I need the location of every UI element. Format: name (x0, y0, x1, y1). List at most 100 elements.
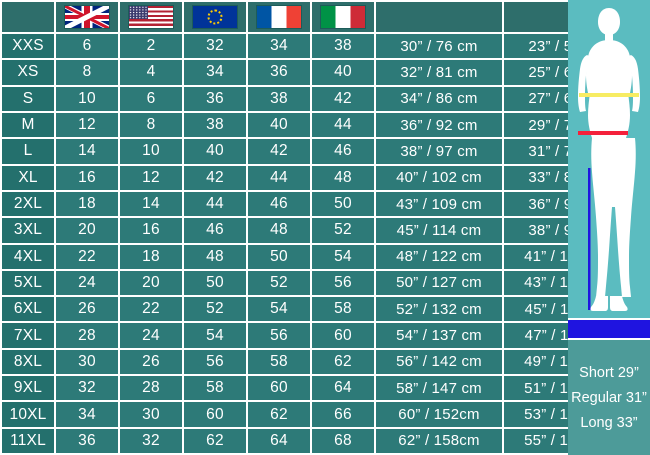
cell-us: 10 (120, 139, 182, 164)
table-row: L 14 10 40 42 46 38” / 97 cm 31” / 79 cm (2, 139, 630, 164)
cell-fr: 62 (248, 402, 310, 427)
cell-eu: 32 (184, 34, 246, 59)
cell-bust: 48” / 122 cm (376, 244, 502, 269)
cell-eu: 48 (184, 244, 246, 269)
cell-eu: 44 (184, 191, 246, 217)
cell-fr: 40 (248, 112, 310, 138)
cell-size: 9XL (2, 376, 54, 401)
cell-fr: 52 (248, 270, 310, 296)
inseam-long: Long 33” (580, 414, 638, 431)
cell-size: M (2, 112, 54, 138)
cell-us: 6 (120, 86, 182, 111)
cell-eu: 58 (184, 376, 246, 401)
cell-uk: 16 (56, 165, 118, 190)
uk-flag-icon (64, 5, 110, 29)
cell-it: 42 (312, 86, 374, 111)
cell-uk: 14 (56, 139, 118, 164)
cell-uk: 28 (56, 323, 118, 348)
france-flag-icon (256, 5, 302, 29)
table-row: 5XL 24 20 50 52 56 50” / 127 cm 43” / 109 cm (2, 270, 630, 296)
cell-bust: 30” / 76 cm (376, 34, 502, 59)
cell-it: 48 (312, 165, 374, 190)
cell-us: 2 (120, 34, 182, 59)
cell-us: 24 (120, 323, 182, 348)
cell-eu: 50 (184, 270, 246, 296)
header-bust (376, 2, 502, 32)
cell-it: 50 (312, 191, 374, 217)
cell-us: 18 (120, 244, 182, 269)
header-fr (248, 2, 310, 32)
cell-bust: 45” / 114 cm (376, 218, 502, 243)
table-row: 9XL 32 28 58 60 64 58” / 147 cm 51” / 129 cm (2, 376, 630, 401)
table-row: 10XL 34 30 60 62 66 60” / 152cm 53” / 135 cm (2, 402, 630, 427)
cell-uk: 20 (56, 218, 118, 243)
cell-it: 64 (312, 376, 374, 401)
cell-fr: 64 (248, 428, 310, 453)
cell-it: 40 (312, 60, 374, 85)
cell-bust: 50” / 127 cm (376, 270, 502, 296)
cell-us: 28 (120, 376, 182, 401)
cell-eu: 34 (184, 60, 246, 85)
cell-bust: 56” / 142 cm (376, 349, 502, 375)
cell-size: XXS (2, 34, 54, 59)
bust-line-icon (579, 93, 639, 97)
cell-fr: 46 (248, 191, 310, 217)
header-uk (56, 2, 118, 32)
cell-eu: 56 (184, 349, 246, 375)
cell-uk: 26 (56, 297, 118, 322)
cell-us: 12 (120, 165, 182, 190)
cell-bust: 62” / 158cm (376, 428, 502, 453)
cell-bust: 36” / 92 cm (376, 112, 502, 138)
cell-us: 20 (120, 270, 182, 296)
cell-size: 10XL (2, 402, 54, 427)
cell-us: 22 (120, 297, 182, 322)
cell-size: L (2, 139, 54, 164)
table-row: 3XL 20 16 46 48 52 45” / 114 cm 38” / 96 cm (2, 218, 630, 243)
cell-bust: 52” / 132 cm (376, 297, 502, 322)
eu-flag-icon (192, 5, 238, 29)
cell-eu: 52 (184, 297, 246, 322)
table-row: M 12 8 38 40 44 36” / 92 cm 29” / 74 cm (2, 112, 630, 138)
table-body: XXS 6 2 32 34 38 30” / 76 cm 23” / 58 cm XS 8 4 34 3… (2, 34, 630, 453)
cell-bust: 38” / 97 cm (376, 139, 502, 164)
cell-bust: 32” / 81 cm (376, 60, 502, 85)
cell-it: 62 (312, 349, 374, 375)
cell-it: 66 (312, 402, 374, 427)
cell-bust: 60” / 152cm (376, 402, 502, 427)
table-row: 11XL 36 32 62 64 68 62” / 158cm 55” / 140 cm (2, 428, 630, 453)
cell-size: S (2, 86, 54, 111)
cell-size: 3XL (2, 218, 54, 243)
table-row: XS 8 4 34 36 40 32” / 81 cm 25” / 63 cm (2, 60, 630, 85)
body-figure (568, 0, 650, 318)
cell-us: 32 (120, 428, 182, 453)
cell-uk: 8 (56, 60, 118, 85)
cell-it: 54 (312, 244, 374, 269)
inseam-color-bar (568, 320, 650, 338)
cell-fr: 42 (248, 139, 310, 164)
table-row: 8XL 30 26 56 58 62 56” / 142 cm 49” / 124 cm (2, 349, 630, 375)
cell-uk: 12 (56, 112, 118, 138)
cell-us: 4 (120, 60, 182, 85)
cell-bust: 43” / 109 cm (376, 191, 502, 217)
cell-bust: 34” / 86 cm (376, 86, 502, 111)
header-row (2, 2, 630, 32)
cell-bust: 54” / 137 cm (376, 323, 502, 348)
inseam-line-icon (588, 168, 591, 310)
cell-us: 26 (120, 349, 182, 375)
cell-us: 8 (120, 112, 182, 138)
cell-it: 68 (312, 428, 374, 453)
cell-it: 52 (312, 218, 374, 243)
cell-uk: 22 (56, 244, 118, 269)
cell-fr: 50 (248, 244, 310, 269)
table-row: XXS 6 2 32 34 38 30” / 76 cm 23” / 58 cm (2, 34, 630, 59)
table-row: 4XL 22 18 48 50 54 48” / 122 cm 41” / 104 cm (2, 244, 630, 269)
header-blank-cell (2, 2, 54, 32)
inseam-short: Short 29” (579, 364, 639, 381)
italy-flag-icon (320, 5, 366, 29)
header-us (120, 2, 182, 32)
cell-size: 2XL (2, 191, 54, 217)
cell-eu: 42 (184, 165, 246, 190)
cell-us: 30 (120, 402, 182, 427)
cell-size: 6XL (2, 297, 54, 322)
